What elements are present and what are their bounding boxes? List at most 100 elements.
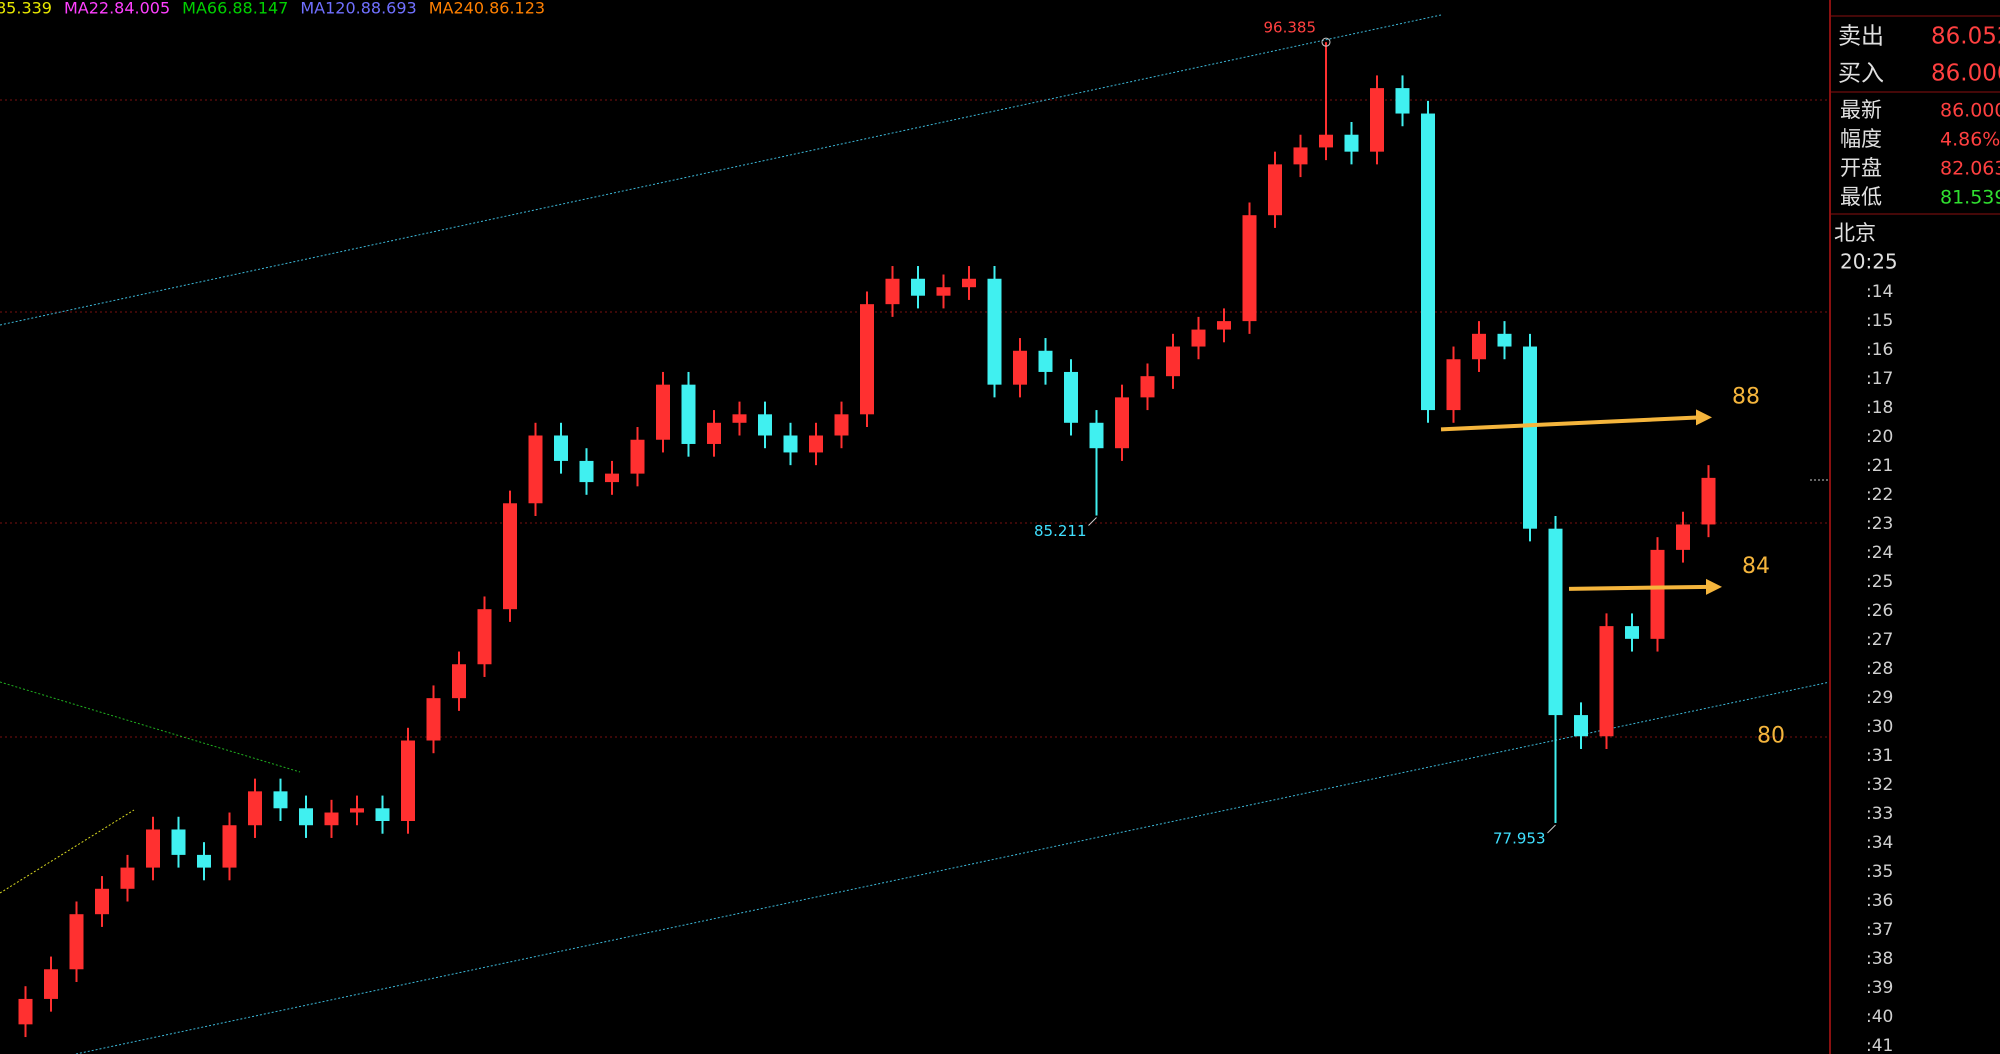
price-arrow: [1440, 415, 1701, 432]
candle-body: [1497, 333, 1512, 347]
time-entry: :28: [1866, 659, 1893, 679]
candle-body: [1574, 715, 1588, 737]
time-entry: :21: [1866, 456, 1893, 476]
candle-body: [503, 503, 517, 610]
candle-body: [477, 609, 492, 665]
candle-body: [732, 414, 747, 423]
candle-body: [171, 829, 186, 855]
candle-body: [987, 278, 1002, 385]
time-entry: :16: [1866, 340, 1893, 360]
time-entry: :18: [1866, 398, 1893, 418]
candle-body: [1013, 350, 1027, 385]
candle-body: [962, 278, 976, 288]
candle-body: [1319, 134, 1333, 148]
candle-body: [1370, 88, 1384, 152]
high-marker: [1321, 37, 1331, 47]
candle-body: [452, 664, 466, 699]
legend-entry: 85.339: [0, 0, 52, 18]
city: 北京: [1834, 221, 1876, 245]
candle-body: [707, 422, 721, 444]
candle-body: [375, 808, 390, 822]
price-arrow-head: [1696, 409, 1712, 426]
time-entry: :15: [1866, 311, 1893, 331]
candle-body: [1676, 524, 1690, 550]
candle-body: [1701, 477, 1716, 525]
stat-value: 81.539: [1940, 187, 2000, 209]
quote-value: 86.052: [1931, 24, 2000, 50]
candle-body: [350, 808, 364, 813]
candle-body: [809, 435, 823, 453]
stat-value: 86.000: [1940, 100, 2000, 122]
quote-label: 卖出: [1838, 24, 1884, 50]
clock-time: 20:25: [1840, 250, 1898, 274]
candle-body: [222, 825, 237, 868]
time-entry: :38: [1866, 949, 1893, 969]
candle-body: [95, 888, 109, 915]
time-entry: :39: [1866, 978, 1893, 998]
time-entry: :30: [1866, 717, 1893, 737]
candle-body: [197, 854, 211, 868]
stat-value: 4.86%: [1940, 129, 2000, 151]
side-panel: 卖出 86.052 买入 86.000 最新 86.000 幅度 4.86% 开盘 82.063 最…: [1834, 24, 2000, 1054]
reference-lines: [0, 99, 1830, 738]
candle-body: [146, 829, 160, 868]
candle-body: [1421, 113, 1435, 411]
candle-body: [1191, 329, 1206, 347]
legend-entry: MA66.88.147: [182, 0, 288, 18]
price-arrow: [1568, 584, 1711, 591]
candle-body: [18, 998, 33, 1025]
candle-body: [426, 698, 441, 741]
candle-body: [299, 808, 313, 826]
candle-body: [885, 278, 900, 305]
candle-body: [69, 914, 84, 970]
time-entry: :33: [1866, 804, 1893, 824]
time-entry: :37: [1866, 920, 1893, 940]
legend-entry: MA240.86.123: [429, 0, 545, 18]
legend-entry: MA120.88.693: [300, 0, 416, 18]
candle-body: [1268, 164, 1282, 216]
candle-body: [911, 278, 925, 296]
stat-value: 82.063: [1940, 158, 2000, 180]
time-entry: :35: [1866, 862, 1893, 882]
candle-body: [554, 435, 568, 461]
candle-body: [1140, 376, 1155, 398]
time-entry: :27: [1866, 630, 1893, 650]
candle-body: [1650, 549, 1665, 639]
low-pointer: [1547, 824, 1556, 834]
time-entry: :24: [1866, 543, 1893, 563]
time-entry: :29: [1866, 688, 1893, 708]
price-label: 80: [1757, 723, 1785, 748]
candle-body: [273, 791, 288, 809]
quote-label: 买入: [1838, 61, 1884, 87]
candle-body: [936, 287, 951, 296]
channel-line: [0, 14, 1442, 326]
candle-body: [1472, 333, 1486, 360]
candle-body: [605, 473, 619, 483]
candle-body: [1217, 321, 1231, 330]
price-label: 84: [1742, 554, 1770, 579]
price-label: 88: [1732, 384, 1760, 409]
time-entry: :31: [1866, 746, 1893, 766]
stat-label: 幅度: [1840, 127, 1882, 151]
candle-body: [120, 867, 135, 889]
time-entry: :14: [1866, 282, 1893, 302]
candle-body: [1089, 422, 1104, 449]
time-entry: :25: [1866, 572, 1893, 592]
chart: 85.339 MA22.84.005 MA66.88.147 MA120.88.693…: [0, 0, 1785, 1038]
time-entry: :23: [1866, 514, 1893, 534]
time-entry: :32: [1866, 775, 1893, 795]
candle-body: [758, 414, 772, 436]
candle-body: [1166, 346, 1180, 377]
time-entry: :26: [1866, 601, 1893, 621]
candle-body: [1293, 147, 1308, 165]
candle-body: [324, 812, 339, 826]
candle-body: [860, 304, 874, 415]
time-entry: :22: [1866, 485, 1893, 505]
low-label: 77.953: [1493, 829, 1546, 847]
candle-body: [1523, 346, 1537, 529]
candle-body: [1242, 215, 1257, 322]
candle-body: [681, 384, 696, 444]
stat-label: 最新: [1840, 98, 1882, 122]
